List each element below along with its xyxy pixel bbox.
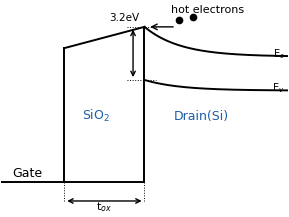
Text: Gate: Gate [12, 167, 42, 180]
Text: E$_v$: E$_v$ [273, 82, 285, 95]
Text: 3.2eV: 3.2eV [110, 13, 140, 23]
Text: Drain(Si): Drain(Si) [174, 110, 229, 123]
Text: E$_c$: E$_c$ [273, 48, 285, 61]
Text: t$_{ox}$: t$_{ox}$ [97, 201, 112, 214]
Text: SiO$_2$: SiO$_2$ [82, 108, 110, 124]
Text: hot electrons: hot electrons [171, 5, 244, 15]
